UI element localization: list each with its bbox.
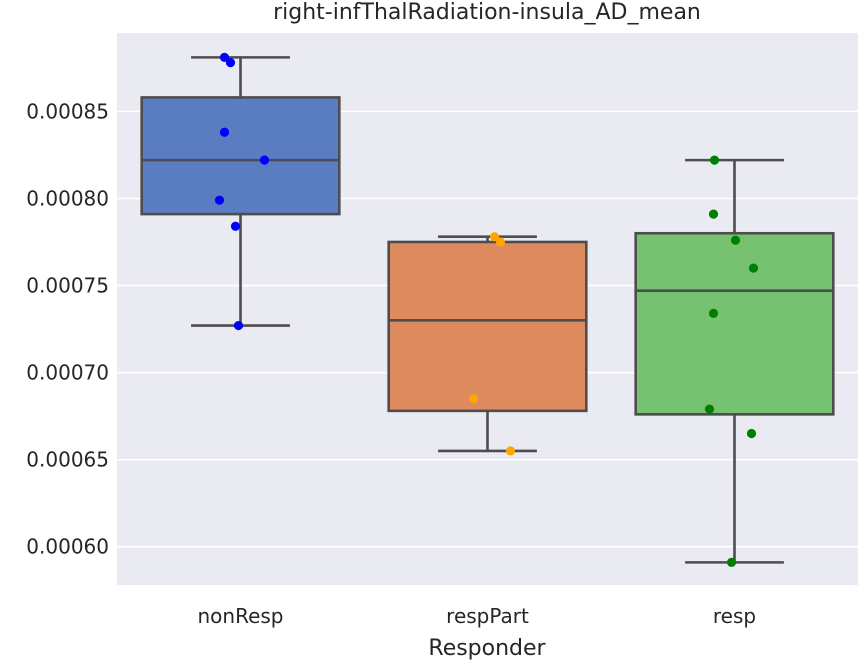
data-point xyxy=(704,404,715,414)
y-tick-label: 0.00080 xyxy=(26,186,109,210)
data-point xyxy=(746,428,757,439)
box-body xyxy=(387,240,588,413)
data-point xyxy=(726,557,737,567)
data-point xyxy=(468,394,479,404)
x-tick-label: nonResp xyxy=(197,604,283,628)
data-point xyxy=(489,232,500,242)
box-resp xyxy=(634,158,835,564)
data-point xyxy=(708,209,719,219)
data-point xyxy=(259,155,270,165)
chart-title: right-infThalRadiation-insula_AD_mean xyxy=(273,0,701,25)
y-tick-label: 0.00060 xyxy=(26,535,109,559)
data-point xyxy=(225,58,236,68)
data-point xyxy=(230,221,241,231)
y-tick-label: 0.00085 xyxy=(26,99,109,123)
data-point xyxy=(233,320,244,331)
data-point xyxy=(505,446,516,456)
data-point xyxy=(730,235,741,245)
point-series xyxy=(214,52,759,567)
x-axis-label: Responder xyxy=(428,636,546,661)
data-point xyxy=(748,263,759,273)
x-tick-labels: nonResp respPart resp xyxy=(197,604,756,628)
data-point xyxy=(219,52,230,62)
data-point xyxy=(709,155,720,165)
x-tick-label: resp xyxy=(713,604,756,628)
data-point xyxy=(708,308,719,318)
box-body xyxy=(140,96,341,216)
data-point xyxy=(214,195,225,205)
y-tick-label: 0.00070 xyxy=(26,361,109,385)
data-point xyxy=(219,127,230,137)
box-respPart xyxy=(387,235,588,453)
x-tick-label: respPart xyxy=(446,604,529,628)
data-point xyxy=(495,237,506,247)
box-body xyxy=(634,231,835,416)
y-tick-label: 0.00065 xyxy=(26,448,109,472)
y-tick-label: 0.00075 xyxy=(26,273,109,297)
y-tick-labels: 0.00060 0.00065 0.00070 0.00075 0.00080 0.000… xyxy=(26,99,109,558)
